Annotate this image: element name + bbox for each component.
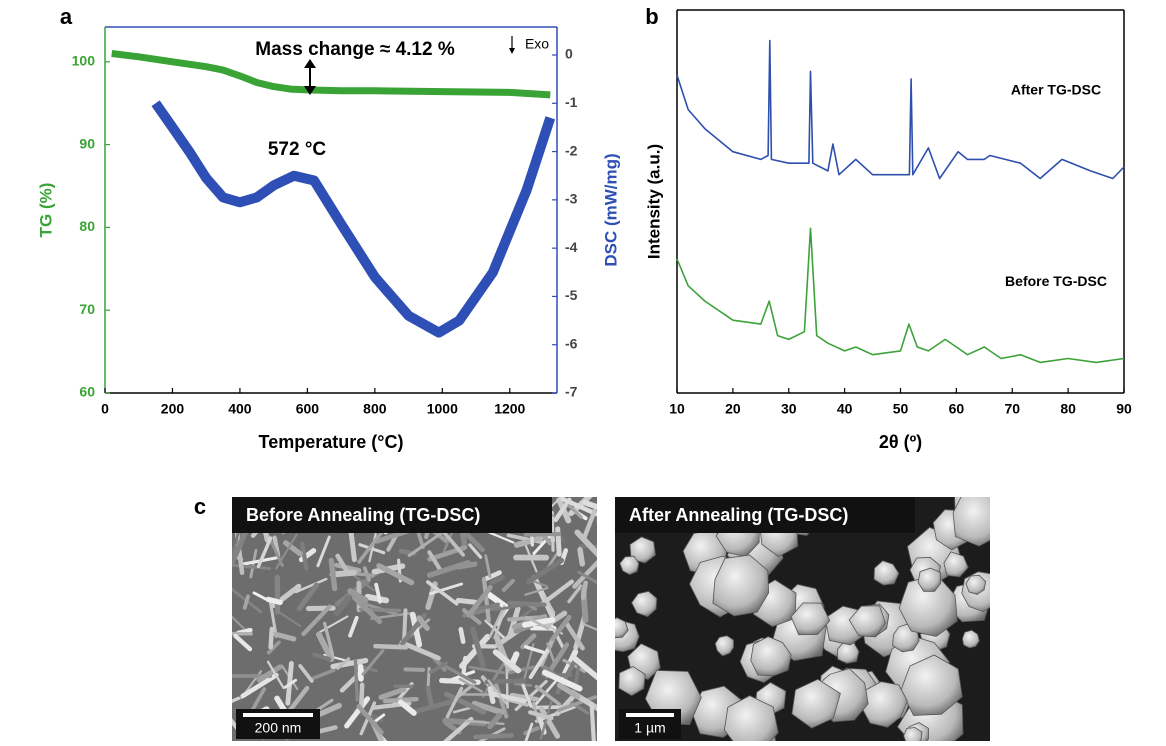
y-axis-label: Intensity (a.u.): [644, 144, 663, 259]
x-tick-label: 60: [949, 401, 965, 417]
y-tick-label: 90: [79, 135, 95, 151]
panel-label: b: [645, 4, 658, 29]
x-tick-label: 600: [296, 401, 320, 417]
y-tick-label: 80: [79, 218, 95, 234]
image-caption: After Annealing (TG-DSC): [629, 505, 848, 525]
x-tick-label: 200: [161, 401, 185, 417]
annotation: Exo: [525, 36, 549, 52]
rod: [476, 735, 512, 737]
x-tick-label: 50: [893, 401, 909, 417]
y2-tick-label: -6: [565, 335, 578, 351]
series-label: After TG-DSC: [1011, 82, 1101, 98]
x-tick-label: 70: [1004, 401, 1020, 417]
x-tick-label: 800: [363, 401, 387, 417]
rod: [271, 629, 272, 647]
x-tick-label: 40: [837, 401, 853, 417]
x-tick-label: 30: [781, 401, 797, 417]
rod: [487, 681, 524, 682]
rod: [268, 599, 280, 602]
y2-tick-label: 0: [565, 46, 573, 62]
rod: [461, 629, 463, 641]
rod: [458, 600, 475, 602]
series-line: [677, 41, 1124, 179]
scale-bar-label: 200 nm: [255, 720, 302, 736]
series-label: Before TG-DSC: [1005, 273, 1107, 289]
rod: [355, 661, 357, 700]
rod: [361, 685, 362, 705]
x-tick-label: 10: [669, 401, 685, 417]
rod: [583, 583, 585, 598]
panel-label: c: [194, 494, 206, 519]
x-tick-label: 400: [228, 401, 252, 417]
rod: [490, 689, 493, 702]
y-axis-label: TG (%): [36, 183, 55, 238]
rod: [507, 669, 508, 707]
rod: [592, 704, 594, 741]
rod: [552, 513, 553, 551]
rod: [375, 646, 406, 647]
y2-tick-label: -4: [565, 239, 578, 255]
x-axis-label: Temperature (°C): [259, 432, 404, 452]
y2-tick-label: -7: [565, 384, 578, 400]
grain: [918, 568, 941, 591]
x-axis-label: 2θ (º): [879, 432, 922, 452]
series-line: [677, 228, 1124, 362]
rod: [368, 597, 387, 601]
y2-tick-label: -5: [565, 287, 578, 303]
x-tick-label: 0: [101, 401, 109, 417]
y2-tick-label: -2: [565, 142, 578, 158]
rod: [404, 610, 405, 640]
y2-tick-label: -3: [565, 191, 578, 207]
image-caption: Before Annealing (TG-DSC): [246, 505, 480, 525]
y2-tick-label: -1: [565, 94, 578, 110]
rod: [333, 573, 354, 575]
annotation: 572 °C: [268, 139, 327, 160]
annotation: Mass change ≈ 4.12 %: [255, 39, 455, 60]
x-tick-label: 1200: [494, 401, 525, 417]
rod: [331, 560, 334, 588]
grain: [953, 492, 1004, 546]
rod: [580, 550, 582, 564]
x-tick-label: 1000: [427, 401, 458, 417]
scale-bar-label: 1 µm: [634, 720, 665, 736]
panel-label: a: [60, 4, 73, 29]
x-tick-label: 80: [1060, 401, 1076, 417]
y-tick-label: 100: [72, 52, 96, 68]
x-tick-label: 20: [725, 401, 741, 417]
y2-axis-label: DSC (mW/mg): [601, 153, 620, 266]
x-tick-label: 90: [1116, 401, 1132, 417]
y-tick-label: 60: [79, 384, 95, 400]
arrow-head: [509, 48, 515, 54]
y-tick-label: 70: [79, 301, 95, 317]
series-line: [156, 103, 551, 332]
